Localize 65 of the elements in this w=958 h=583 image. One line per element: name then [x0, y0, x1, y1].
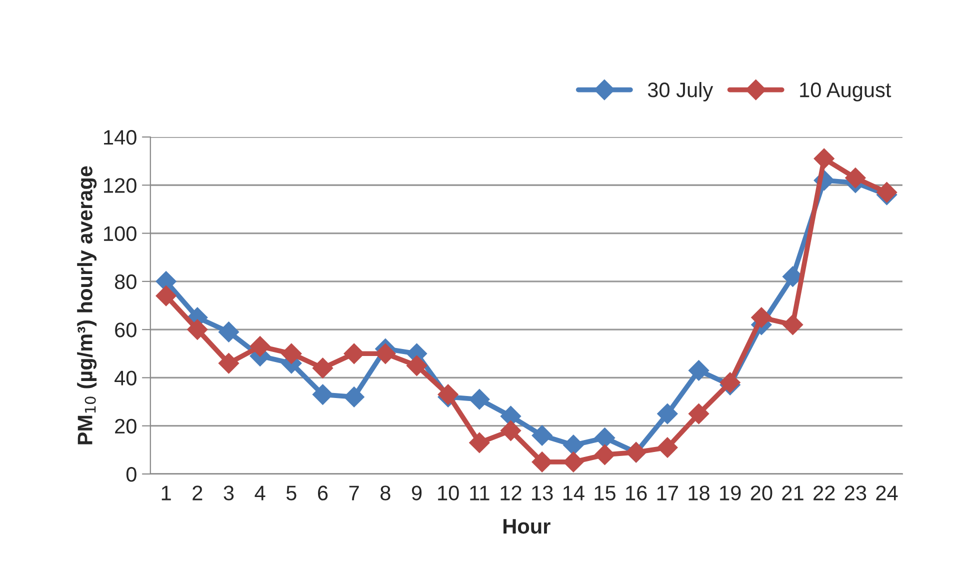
- x-tick-label: 7: [349, 486, 359, 500]
- x-tick-label: 23: [844, 486, 866, 500]
- point: [375, 343, 396, 364]
- y-tick-label: 20: [115, 418, 136, 434]
- x-tick-label: 5: [286, 486, 296, 500]
- point: [187, 319, 208, 340]
- x-tick-label: 2: [192, 486, 202, 500]
- point: [500, 420, 522, 441]
- x-tick-label: 22: [814, 486, 835, 500]
- point: [814, 148, 834, 170]
- point: [657, 437, 678, 458]
- x-tick-label: 13: [532, 486, 553, 500]
- y-tick-label: 60: [115, 322, 136, 338]
- y-tick-label: 80: [114, 274, 136, 290]
- point: [751, 307, 772, 328]
- x-tick-label: 9: [412, 486, 422, 500]
- x-tick-label: 15: [594, 486, 616, 500]
- point: [218, 322, 240, 342]
- x-tick-label: 24: [876, 486, 898, 500]
- y-tick-label: 0: [126, 466, 136, 482]
- point: [281, 343, 302, 364]
- x-tick-label: 6: [318, 486, 328, 500]
- x-tick-label: 21: [782, 486, 804, 500]
- point: [657, 403, 678, 424]
- y-tick-label: 140: [104, 130, 136, 145]
- x-axis-title: Hour: [504, 519, 550, 534]
- x-tick-label: 16: [626, 486, 647, 500]
- x-tick-label: 14: [563, 486, 584, 500]
- x-tick-label: 11: [470, 486, 490, 500]
- x-tick-label: 19: [720, 486, 741, 500]
- x-tick-label: 17: [657, 486, 678, 500]
- point: [469, 432, 490, 454]
- legend-label: 10 August: [800, 82, 892, 102]
- y-tick-label: 100: [104, 226, 136, 242]
- x-tick-label: 3: [224, 486, 234, 500]
- y-tick-label: 40: [114, 370, 136, 386]
- x-tick-label: 8: [380, 486, 390, 500]
- point: [532, 452, 552, 472]
- x-tick-label: 20: [750, 486, 772, 500]
- point: [594, 428, 616, 448]
- point: [563, 434, 584, 456]
- point: [218, 352, 240, 374]
- point: [563, 452, 584, 472]
- point: [688, 403, 710, 424]
- legend-label: 30 July: [648, 82, 714, 102]
- point: [344, 386, 364, 408]
- point: [312, 358, 334, 378]
- point: [344, 343, 364, 364]
- y-axis-title: PM$_{10}$ (µg/m³) hourly average: [77, 166, 97, 444]
- point: [688, 360, 710, 381]
- point: [406, 355, 428, 376]
- point: [782, 314, 804, 336]
- x-tick-label: 1: [162, 486, 171, 500]
- point: [250, 336, 270, 357]
- point: [156, 286, 176, 306]
- point: [594, 444, 616, 466]
- x-tick-label: 10: [438, 486, 459, 500]
- point: [845, 168, 866, 188]
- point: [469, 389, 490, 410]
- x-tick-label: 12: [500, 486, 522, 500]
- point: [312, 384, 334, 405]
- x-tick-label: 18: [688, 486, 710, 500]
- point: [532, 425, 552, 446]
- x-tick-label: 4: [254, 486, 266, 500]
- y-tick-label: 120: [104, 178, 136, 193]
